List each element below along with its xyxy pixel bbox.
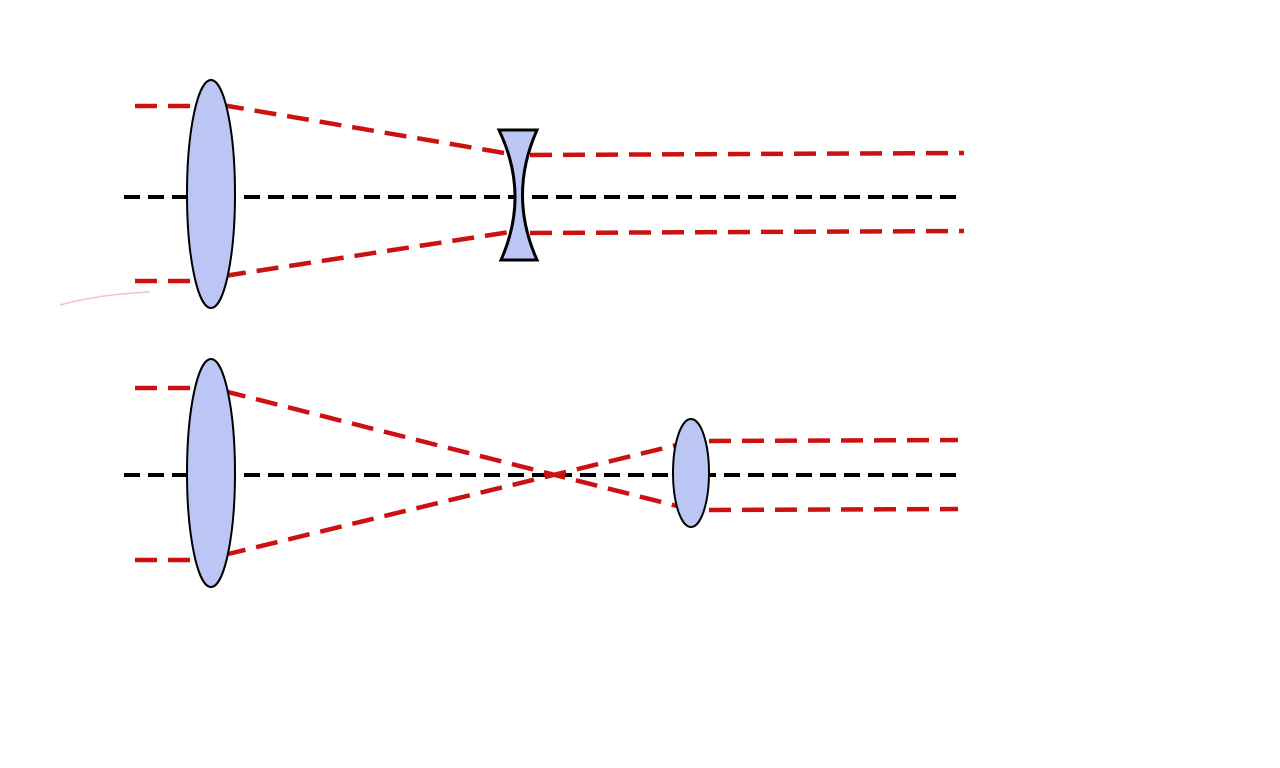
converging-ray-top-upper: [221, 102, 511, 157]
crossing-ray-upper-to-lower: [223, 388, 686, 511]
eyepiece-convex-lens: [672, 418, 710, 528]
objective-convex-lens-bottom: [186, 358, 236, 588]
keplerian-telescope-diagram: [124, 358, 960, 588]
eyepiece-concave-lens: [496, 128, 540, 262]
objective-convex-lens-top: [186, 79, 236, 309]
outgoing-ray-bottom-lower: [708, 506, 959, 513]
stray-mark: [59, 291, 151, 306]
outgoing-ray-bottom-upper: [708, 437, 959, 444]
converging-ray-top-lower: [223, 229, 511, 279]
outgoing-ray-top-lower: [529, 228, 965, 236]
crossing-ray-lower-to-upper: [223, 440, 686, 558]
galilean-telescope-diagram: [59, 79, 965, 309]
outgoing-ray-top-upper: [529, 150, 965, 158]
